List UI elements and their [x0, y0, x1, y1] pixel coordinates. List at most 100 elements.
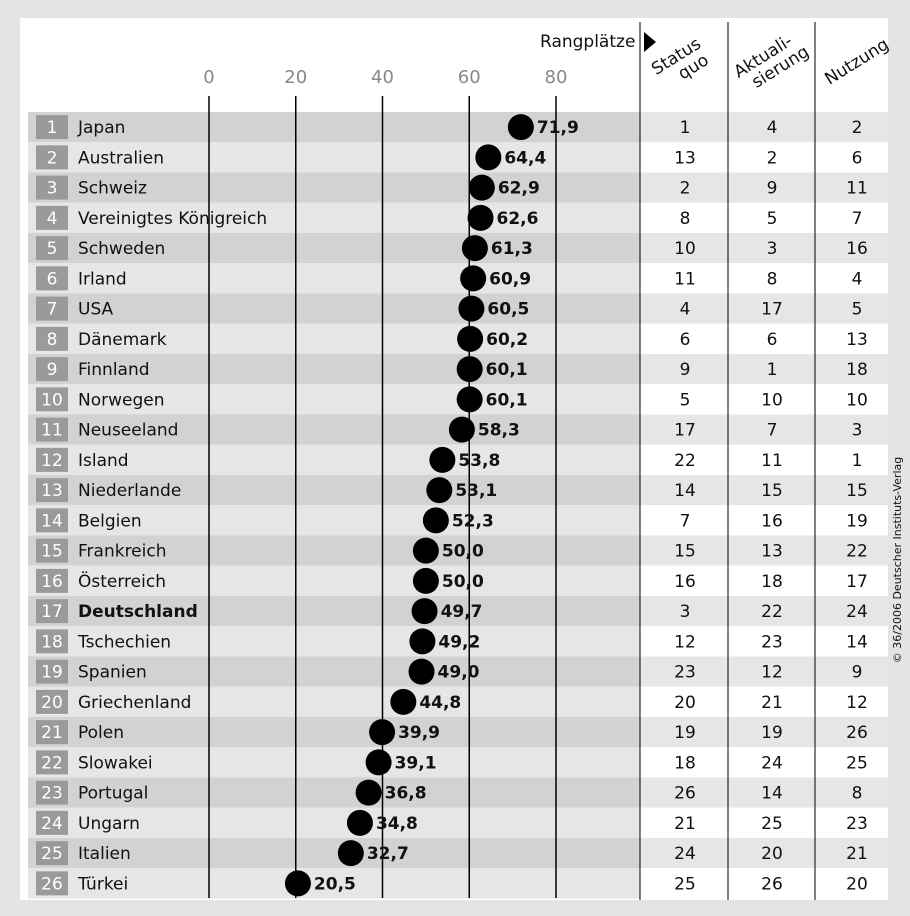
- dot: [448, 416, 475, 443]
- rank: 14: [41, 511, 63, 531]
- country: Dänemark: [78, 330, 167, 350]
- row-band: [28, 747, 640, 778]
- row-band: [640, 172, 888, 203]
- value-label: 60,2: [486, 330, 528, 350]
- row-band: [640, 414, 888, 445]
- rank-cell: 4: [767, 118, 778, 138]
- rank-cell: 25: [761, 814, 783, 834]
- rank-cell: 23: [674, 663, 696, 683]
- rank-box: [36, 689, 68, 714]
- dot: [369, 719, 396, 746]
- rank-cell: 21: [846, 844, 868, 864]
- value-label: 34,8: [376, 814, 418, 834]
- dot: [426, 477, 453, 504]
- value-label: 49,7: [441, 602, 483, 622]
- rank-cell: 2: [767, 148, 778, 168]
- row-band: [640, 475, 888, 506]
- rank-cell: 18: [674, 753, 696, 773]
- row-band: [640, 142, 888, 173]
- value-label: 50,0: [442, 572, 484, 592]
- rank-cell: 3: [767, 239, 778, 259]
- rank-cell: 23: [761, 632, 783, 652]
- row-band: [28, 656, 640, 687]
- rank-cell: 17: [761, 300, 783, 320]
- rank-cell: 4: [680, 300, 691, 320]
- rank: 1: [47, 118, 58, 138]
- rank-box: [36, 538, 68, 563]
- country: Neuseeland: [78, 421, 178, 441]
- row-band: [28, 444, 640, 475]
- rank-box: [36, 871, 68, 896]
- row-band: [640, 233, 888, 264]
- rank-cell: 21: [674, 814, 696, 834]
- row-band: [28, 414, 640, 445]
- rank-cell: 6: [852, 148, 863, 168]
- value-label: 32,7: [367, 844, 409, 864]
- value-label: 39,9: [398, 723, 440, 743]
- country: Schweiz: [78, 179, 147, 199]
- rank-cell: 11: [846, 179, 868, 199]
- country: Vereinigtes Königreich: [78, 209, 267, 229]
- value-label: 53,8: [458, 451, 500, 471]
- dot: [284, 870, 311, 897]
- dot: [346, 809, 373, 836]
- dot: [458, 295, 485, 322]
- row-band: [640, 323, 888, 354]
- row-band: [640, 384, 888, 415]
- rank-cell: 24: [846, 602, 868, 622]
- rank-cell: 11: [674, 269, 696, 289]
- rank: 19: [41, 663, 63, 683]
- rank: 20: [41, 693, 63, 713]
- rank-box: [36, 205, 68, 230]
- rank-box: [36, 447, 68, 472]
- rank-cell: 9: [767, 179, 778, 199]
- rank-cell: 23: [846, 814, 868, 834]
- rank-box: [36, 387, 68, 412]
- country: Schweden: [78, 239, 165, 259]
- row-band: [28, 596, 640, 627]
- rank-cell: 16: [846, 239, 868, 259]
- rank: 15: [41, 542, 63, 562]
- rank: 21: [41, 723, 63, 743]
- country: Griechenland: [78, 693, 191, 713]
- rank-box: [36, 780, 68, 805]
- country: Portugal: [78, 784, 148, 804]
- rank-cell: 4: [852, 269, 863, 289]
- row-band: [28, 202, 640, 233]
- rank: 18: [41, 632, 63, 652]
- rank-box: [36, 629, 68, 654]
- rank-cell: 22: [761, 602, 783, 622]
- country: Irland: [78, 269, 127, 289]
- row-band: [640, 202, 888, 233]
- rank: 9: [47, 360, 58, 380]
- country: Japan: [77, 118, 125, 138]
- row-band: [28, 717, 640, 748]
- rank: 5: [47, 239, 58, 259]
- rank-cell: 9: [680, 360, 691, 380]
- rank-cell: 19: [761, 723, 783, 743]
- rank-cell: 7: [852, 209, 863, 229]
- dot: [467, 204, 494, 231]
- dot: [468, 174, 495, 201]
- rank-cell: 15: [674, 542, 696, 562]
- dot: [412, 537, 439, 564]
- rank-cell: 20: [761, 844, 783, 864]
- row-band: [640, 354, 888, 385]
- rank: 10: [41, 390, 63, 410]
- value-label: 64,4: [504, 148, 546, 168]
- value-label: 39,1: [395, 753, 437, 773]
- value-label: 62,6: [497, 209, 539, 229]
- rank-cell: 6: [680, 330, 691, 350]
- row-band: [28, 535, 640, 566]
- rank-cell: 17: [846, 572, 868, 592]
- dot: [429, 446, 456, 473]
- rank-cell: 10: [761, 390, 783, 410]
- dot: [422, 507, 449, 534]
- rank-cell: 26: [674, 784, 696, 804]
- rank-cell: 8: [852, 784, 863, 804]
- rank: 24: [41, 814, 63, 834]
- row-band: [28, 807, 640, 838]
- rank-cell: 12: [674, 632, 696, 652]
- rank-cell: 14: [846, 632, 868, 652]
